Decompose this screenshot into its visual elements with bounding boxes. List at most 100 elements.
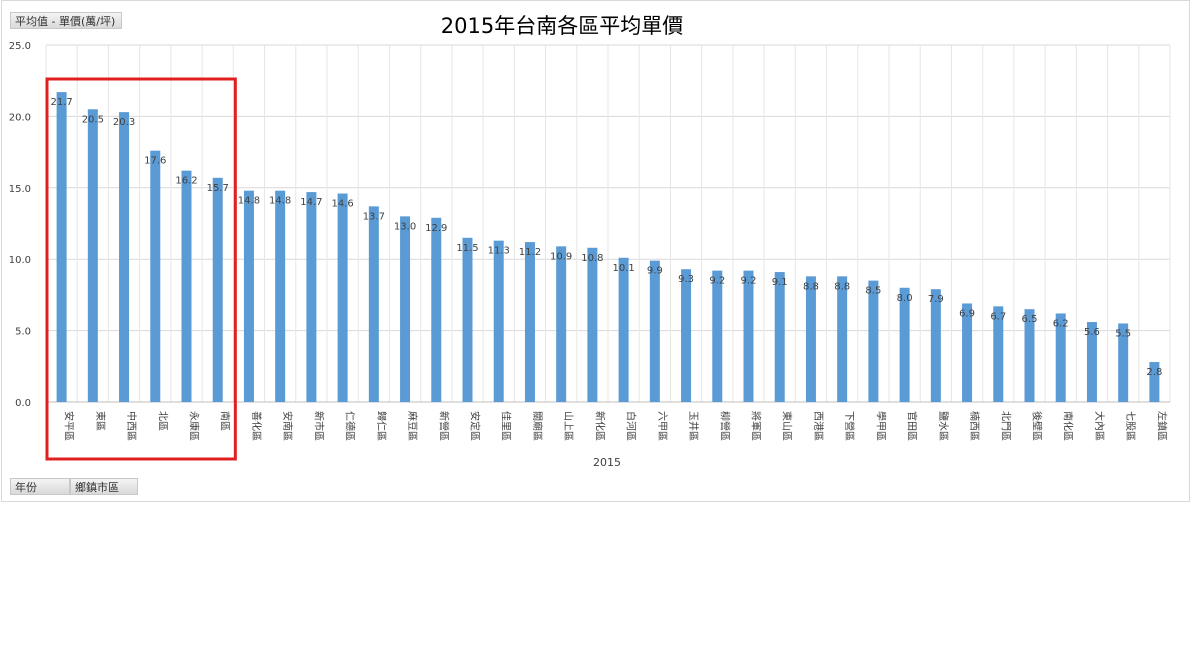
data-label: 13.7: [363, 211, 385, 222]
x-tick-label-text: 山上區: [562, 411, 574, 441]
bar: [962, 303, 973, 402]
x-tick-label-group: 仁德區: [344, 411, 357, 441]
bar: [212, 177, 223, 402]
pivot-chart-frame: 2015年台南各區平均單價 0.0 5.0 10.0 15.0 20.0 25.0 21.…: [1, 0, 1190, 502]
bar: [243, 190, 254, 402]
x-tick-label-text: 柳營區: [718, 411, 731, 441]
x-tick-label-text: 善化區: [250, 411, 263, 441]
value-field-button[interactable]: 平均值 - 單價(萬/坪): [10, 12, 122, 29]
data-label: 8.5: [865, 286, 881, 297]
bar: [743, 270, 754, 402]
x-tick-label-text: 後壁區: [1031, 411, 1044, 441]
data-label: 17.6: [144, 156, 166, 167]
x-tick-label-text: 南化區: [1062, 411, 1075, 441]
x-tick-label-text: 新營區: [437, 411, 450, 441]
bar: [1149, 362, 1160, 402]
x-tick-label-text: 七股區: [1124, 411, 1136, 441]
y-tick-label: 25.0: [9, 41, 31, 52]
y-tick-label: 15.0: [9, 184, 31, 195]
data-label: 6.9: [959, 308, 975, 319]
x-tick-label-group: 北區: [156, 411, 168, 431]
bar: [993, 306, 1004, 402]
data-label: 9.2: [709, 276, 725, 287]
x-tick-label-group: 學甲區: [874, 411, 887, 441]
data-label: 8.8: [834, 281, 850, 292]
x-tick-label-group: 六甲區: [656, 411, 668, 441]
y-tick-label: 0.0: [15, 398, 31, 409]
bars: [56, 92, 1160, 403]
x-tick-label-text: 玉井區: [687, 411, 700, 441]
x-tick-label-group: 後壁區: [1031, 411, 1044, 441]
x-tick-label-text: 將軍區: [750, 411, 763, 441]
x-tick-label-text: 六甲區: [656, 411, 668, 441]
x-tick-label-text: 歸仁區: [375, 411, 388, 441]
x-tick-label-group: 玉井區: [687, 411, 700, 441]
x-tick-label-group: 山上區: [562, 411, 574, 441]
bar: [306, 192, 317, 402]
highlight-box: [45, 77, 237, 461]
x-tick-label-group: 七股區: [1124, 411, 1136, 441]
data-label: 9.3: [678, 274, 694, 285]
data-label: 14.8: [238, 196, 260, 207]
data-label: 21.7: [50, 97, 72, 108]
x-tick-label-text: 麻豆區: [406, 411, 419, 441]
x-axis-title: 2015: [593, 456, 621, 469]
bar: [1118, 323, 1129, 402]
data-label: 10.9: [550, 251, 572, 262]
bar: [462, 237, 473, 402]
x-tick-label-group: 佳里區: [500, 411, 513, 441]
bar: [181, 170, 192, 402]
x-axis-ticks: 安平區 東區 中西區 北區 永康區 南區 善化區 安南區 新市區 仁德區 歸仁區 麻豆區 新營區 安定區 佳…: [63, 411, 1169, 441]
x-tick-label-group: 麻豆區: [406, 411, 419, 441]
y-tick-label: 10.0: [9, 255, 31, 266]
bar: [837, 276, 848, 402]
x-tick-label-group: 將軍區: [750, 411, 763, 441]
x-tick-label-text: 西港區: [812, 411, 824, 441]
bar: [1024, 309, 1035, 402]
gridlines: [45, 44, 1171, 403]
x-tick-label-group: 楠西區: [968, 411, 981, 441]
bar: [556, 246, 567, 402]
x-tick-label-group: 南化區: [1062, 411, 1075, 441]
x-tick-label-group: 大內區: [1093, 411, 1106, 441]
bar: [431, 217, 442, 402]
bar: [587, 247, 598, 402]
bar-chart: 2015年台南各區平均單價 0.0 5.0 10.0 15.0 20.0 25.0 21.…: [9, 14, 1171, 469]
district-field-button[interactable]: 鄉鎮市區: [70, 478, 138, 495]
x-tick-label-text: 左鎮區: [1155, 411, 1168, 441]
data-label: 6.2: [1053, 318, 1069, 329]
x-tick-label-text: 關廟區: [531, 411, 544, 441]
x-tick-label-text: 白河區: [625, 411, 638, 441]
data-label: 14.6: [331, 199, 353, 210]
bar: [119, 112, 130, 402]
bar: [899, 287, 910, 402]
y-tick-label: 20.0: [9, 112, 31, 123]
x-tick-label-text: 北區: [156, 411, 168, 431]
x-tick-label-group: 下營區: [843, 411, 856, 441]
x-tick-label-group: 柳營區: [718, 411, 731, 441]
data-label: 10.8: [581, 253, 603, 264]
data-label: 8.0: [897, 293, 913, 304]
x-tick-label-group: 歸仁區: [375, 411, 388, 441]
x-tick-label-group: 安平區: [63, 411, 76, 441]
data-label: 20.5: [82, 114, 104, 125]
bar: [1055, 313, 1066, 402]
bar: [368, 206, 379, 402]
x-tick-label-text: 永康區: [188, 411, 201, 441]
data-label: 14.8: [269, 196, 291, 207]
bar: [712, 270, 723, 402]
year-field-button[interactable]: 年份: [10, 478, 70, 495]
x-tick-label-text: 楠西區: [968, 411, 981, 441]
x-tick-label-text: 大內區: [1093, 411, 1106, 441]
bar: [649, 260, 660, 402]
data-label: 20.3: [113, 117, 135, 128]
data-label: 2.8: [1146, 367, 1162, 378]
x-tick-label-group: 安南區: [281, 411, 294, 441]
x-tick-label-text: 東山區: [781, 411, 794, 441]
x-tick-label-text: 安南區: [281, 411, 294, 441]
data-label: 6.5: [1022, 314, 1038, 325]
x-tick-label-group: 新化區: [593, 411, 606, 441]
x-tick-label-group: 中西區: [125, 411, 138, 441]
data-label: 13.0: [394, 221, 416, 232]
data-label: 8.8: [803, 281, 819, 292]
